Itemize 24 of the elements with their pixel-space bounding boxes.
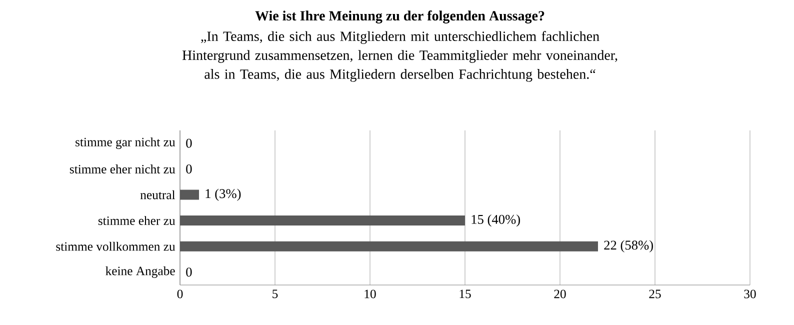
bar (180, 216, 465, 226)
data-label: 15 (40%) (472, 214, 520, 227)
bar (180, 241, 598, 252)
chart-title: Wie ist Ihre Meinung zu der folgenden Aussage? (255, 10, 544, 24)
y-tick-label: stimme eher nicht zu (70, 164, 176, 174)
data-label: 0 (186, 164, 192, 174)
data-label: 22 (58%) (604, 240, 653, 252)
y-tick-label: stimme vollkommen zu (56, 242, 176, 251)
x-tick-label: 0 (177, 290, 183, 298)
data-label: 0 (186, 138, 192, 148)
y-tick-label: keine Angabe (106, 266, 175, 278)
data-label: 1 (3%) (206, 188, 241, 201)
chart-subtitle: „In Teams, die sich aus Mitgliedern mit unterschiedlichem fachlichen Hintergrund zusammensetzen, lernen die Teammitglieder mehr voneinander, als in Teams, die aus Mitgliedern derselben Fachrichtung bestehen.“ (182, 31, 618, 82)
bar (180, 190, 200, 200)
y-tick-label: stimme gar nicht zu (76, 137, 176, 149)
y-tick-label: stimme eher zu (98, 216, 176, 226)
x-tick-label: 10 (364, 290, 376, 298)
x-tick-label: 5 (272, 290, 278, 298)
data-label: 0 (186, 268, 192, 277)
y-tick-label: neutral (140, 190, 176, 200)
x-tick-label: 25 (649, 290, 661, 298)
x-tick-label: 30 (744, 290, 756, 298)
x-tick-label: 20 (554, 290, 566, 298)
x-tick-label: 15 (460, 290, 471, 298)
